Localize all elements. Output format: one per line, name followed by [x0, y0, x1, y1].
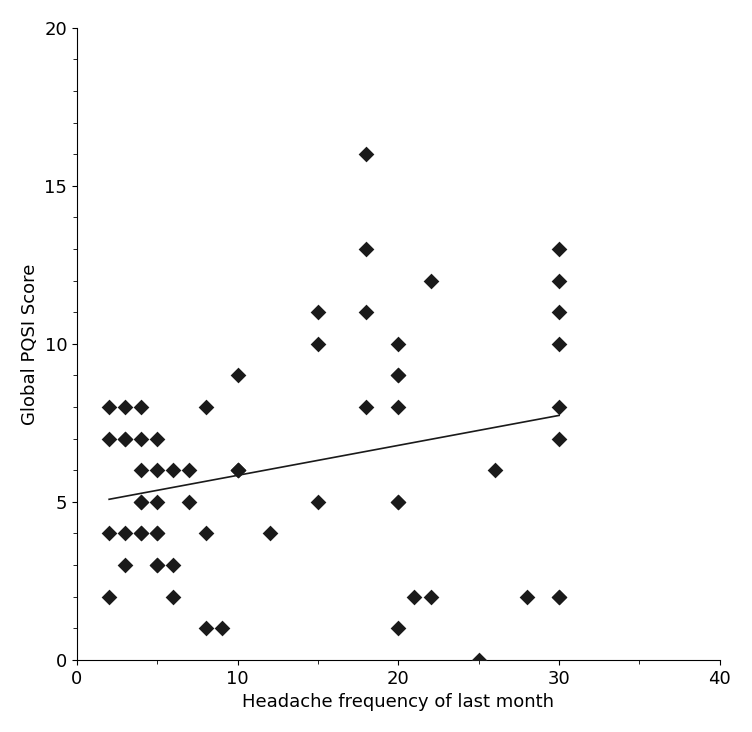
Point	[216, 622, 228, 634]
Point	[183, 496, 196, 508]
Point	[553, 274, 565, 286]
Point	[199, 401, 211, 413]
Point	[168, 591, 180, 602]
Point	[425, 274, 437, 286]
Point	[151, 496, 163, 508]
Point	[199, 622, 211, 634]
Point	[393, 338, 405, 350]
Point	[119, 559, 131, 571]
Point	[393, 370, 405, 381]
Point	[312, 307, 324, 318]
Point	[393, 496, 405, 508]
Point	[119, 433, 131, 444]
Point	[553, 307, 565, 318]
Point	[553, 338, 565, 350]
Point	[232, 464, 244, 476]
Point	[393, 622, 405, 634]
Point	[103, 433, 115, 444]
Point	[151, 559, 163, 571]
Point	[135, 496, 147, 508]
Point	[360, 401, 372, 413]
Point	[393, 401, 405, 413]
Point	[135, 528, 147, 539]
Point	[103, 591, 115, 602]
Point	[168, 559, 180, 571]
Point	[408, 591, 420, 602]
Point	[135, 401, 147, 413]
Point	[135, 464, 147, 476]
Point	[232, 464, 244, 476]
Point	[119, 401, 131, 413]
Point	[553, 591, 565, 602]
Point	[553, 591, 565, 602]
Point	[183, 464, 196, 476]
Point	[312, 496, 324, 508]
Point	[232, 464, 244, 476]
Point	[553, 243, 565, 255]
Point	[199, 528, 211, 539]
Point	[489, 464, 501, 476]
X-axis label: Headache frequency of last month: Headache frequency of last month	[242, 693, 554, 712]
Point	[553, 401, 565, 413]
Point	[360, 149, 372, 160]
Point	[553, 433, 565, 444]
Point	[360, 307, 372, 318]
Point	[119, 528, 131, 539]
Point	[521, 591, 533, 602]
Point	[360, 243, 372, 255]
Point	[119, 433, 131, 444]
Point	[103, 401, 115, 413]
Point	[151, 559, 163, 571]
Point	[103, 528, 115, 539]
Y-axis label: Global PQSI Score: Global PQSI Score	[21, 264, 39, 425]
Point	[393, 496, 405, 508]
Point	[151, 464, 163, 476]
Point	[312, 338, 324, 350]
Point	[425, 591, 437, 602]
Point	[168, 464, 180, 476]
Point	[151, 528, 163, 539]
Point	[151, 528, 163, 539]
Point	[264, 528, 276, 539]
Point	[393, 370, 405, 381]
Point	[135, 496, 147, 508]
Point	[232, 370, 244, 381]
Point	[135, 433, 147, 444]
Point	[135, 528, 147, 539]
Point	[473, 654, 485, 665]
Point	[151, 433, 163, 444]
